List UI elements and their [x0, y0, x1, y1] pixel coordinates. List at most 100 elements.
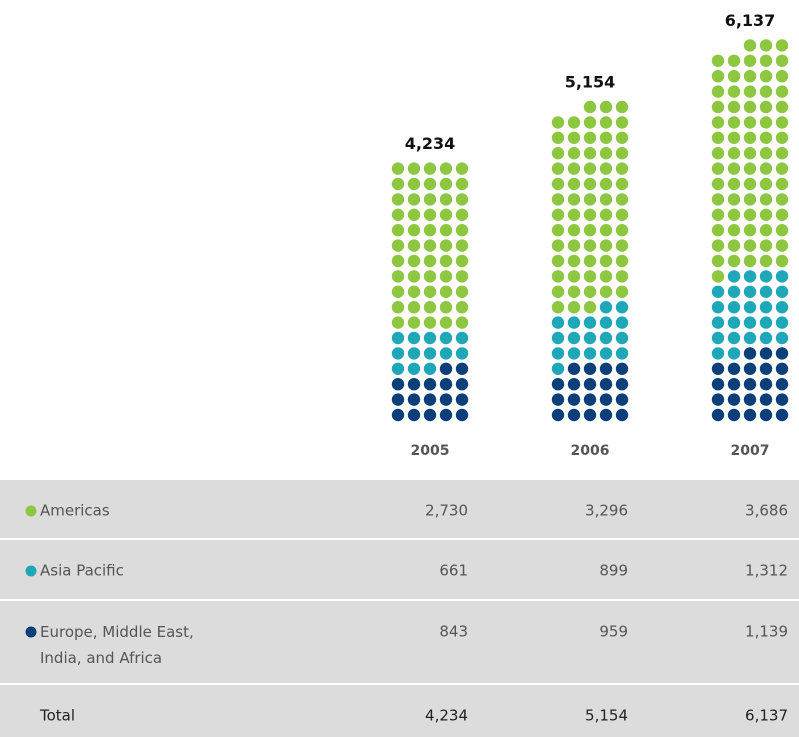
dot [455, 270, 469, 283]
dot [759, 316, 773, 329]
dot [455, 316, 469, 329]
dot [407, 224, 421, 237]
dot [567, 378, 581, 391]
dot [455, 362, 469, 375]
dot [439, 208, 453, 221]
dot [743, 39, 757, 52]
dot [759, 70, 773, 83]
dot [391, 177, 405, 191]
dot [567, 393, 581, 406]
dot [599, 131, 613, 144]
dot [551, 116, 565, 129]
dot [775, 131, 789, 144]
dot [423, 177, 437, 191]
dot [407, 378, 421, 391]
dot [423, 193, 437, 206]
dot [711, 208, 725, 221]
dot [727, 85, 741, 98]
dot [711, 147, 725, 160]
dot [759, 331, 773, 345]
dot [551, 193, 565, 206]
dot [727, 331, 741, 345]
dot [407, 301, 421, 314]
dot [759, 177, 773, 191]
dot [759, 39, 773, 52]
dot [551, 162, 565, 175]
dot [423, 254, 437, 268]
dot [759, 162, 773, 175]
dot [743, 301, 757, 314]
dot [599, 224, 613, 237]
dot [743, 70, 757, 83]
dot [775, 177, 789, 191]
dot [743, 254, 757, 268]
dot [743, 193, 757, 206]
dot [439, 177, 453, 191]
dot [743, 362, 757, 375]
dot [743, 285, 757, 298]
dot [439, 378, 453, 391]
dot [407, 347, 421, 360]
dot [743, 393, 757, 406]
dot [567, 224, 581, 237]
dot [743, 316, 757, 329]
legend-dot [25, 565, 37, 577]
dot [551, 316, 565, 329]
dot [711, 224, 725, 237]
dot [599, 270, 613, 283]
dot [615, 254, 629, 268]
dot [711, 347, 725, 360]
dot [423, 301, 437, 314]
dot [439, 224, 453, 237]
dot [615, 224, 629, 237]
dot [711, 285, 725, 298]
dot [775, 85, 789, 98]
dot [775, 239, 789, 252]
dot [423, 316, 437, 329]
dot [743, 239, 757, 252]
year-label: 2005 [411, 443, 450, 459]
dot [583, 208, 597, 221]
dot [407, 177, 421, 191]
dot [423, 347, 437, 360]
dot [615, 177, 629, 191]
dot [439, 393, 453, 406]
dot [615, 131, 629, 144]
dot [711, 239, 725, 252]
dot [743, 331, 757, 345]
dot [423, 331, 437, 345]
dot [727, 270, 741, 283]
dot [455, 162, 469, 175]
dot [727, 177, 741, 191]
dot [727, 131, 741, 144]
dot [567, 331, 581, 345]
dot [759, 408, 773, 422]
dot [551, 393, 565, 406]
dot [439, 162, 453, 175]
dot [615, 162, 629, 175]
dot [567, 362, 581, 375]
dot [727, 70, 741, 83]
dot [615, 116, 629, 129]
dot [551, 270, 565, 283]
dot [759, 100, 773, 114]
dot [727, 408, 741, 422]
dot [711, 193, 725, 206]
dot [455, 301, 469, 314]
dot [615, 331, 629, 345]
dot [727, 254, 741, 268]
dot [407, 254, 421, 268]
total-label: 5,154 [565, 73, 616, 92]
dot [551, 239, 565, 252]
dot [759, 116, 773, 129]
dot [775, 100, 789, 114]
dot [743, 54, 757, 67]
table-row-bg [0, 685, 799, 737]
dot [583, 378, 597, 391]
dot [407, 270, 421, 283]
dot [759, 131, 773, 144]
dot [407, 239, 421, 252]
dot [551, 254, 565, 268]
